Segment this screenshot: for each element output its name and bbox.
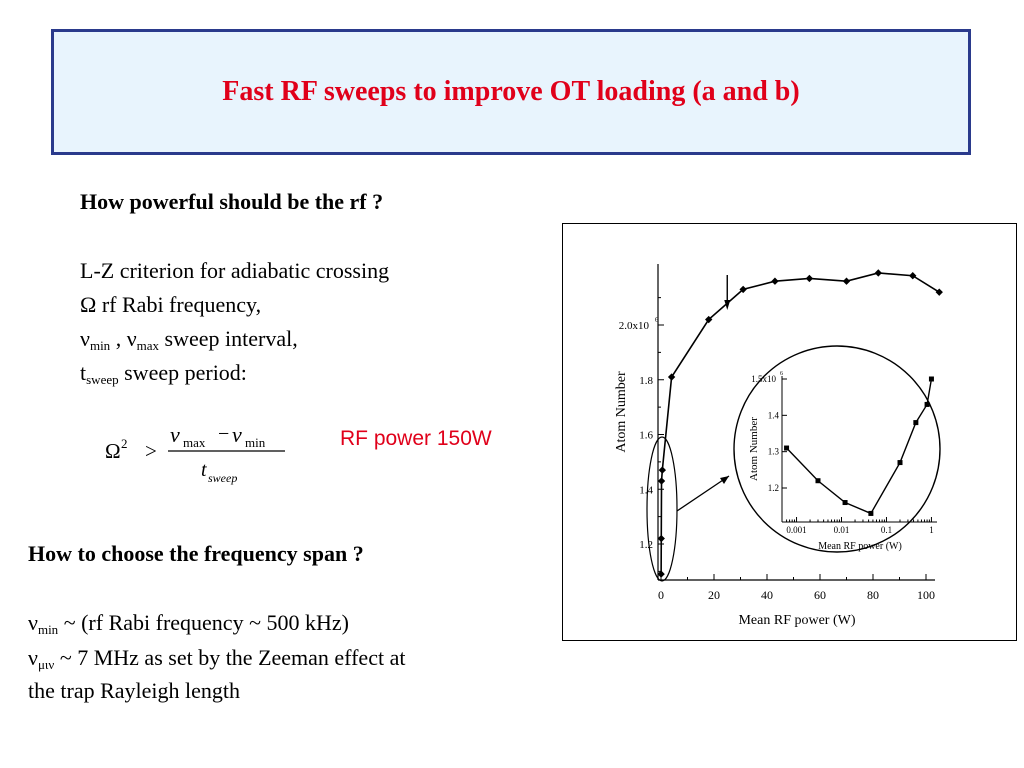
svg-text:ν: ν [232, 422, 242, 447]
svg-text:Ω: Ω [105, 439, 121, 463]
inset-y-tick-label: 1.5x10 [751, 374, 776, 384]
slide-title: Fast RF sweeps to improve OT loading (a … [222, 76, 800, 107]
y-tick-label: 2.0x10 [619, 320, 650, 332]
nu-max-line: νμιν ~ 7 MHz as set by the Zeeman effect… [28, 645, 406, 672]
svg-text:2: 2 [121, 436, 128, 451]
main-data-point [657, 570, 665, 578]
svg-text:max: max [183, 435, 206, 450]
main-data-point [935, 288, 943, 296]
x-tick-label: 40 [761, 588, 773, 602]
question-rf-power: How powerful should be the rf ? [80, 189, 384, 214]
inset-data-point [928, 376, 934, 382]
inset-pointer-arrow-head [720, 476, 729, 484]
y-tick-label: 1.2 [639, 539, 653, 551]
main-data-point [909, 272, 917, 280]
y-tick-label: 1.4 [639, 484, 653, 496]
main-data-point [657, 534, 665, 543]
svg-text:min: min [245, 435, 266, 450]
x-tick-label: 0 [658, 588, 664, 602]
inset-y-axis-label: Atom Number [748, 417, 760, 481]
main-data-point [658, 466, 667, 474]
main-data-point [805, 274, 814, 283]
inset-data-point [784, 445, 790, 451]
inset-data-point [924, 401, 930, 407]
main-data-point [657, 477, 666, 485]
atom-number-chart: 0 20 40 60 80 100 1.2 1.4 1.6 1.8 2.0x10 6 Mean RF p… [614, 264, 943, 628]
inset-data-point [815, 478, 821, 484]
omega-definition: Ω rf Rabi frequency, [80, 292, 262, 317]
inset-y-tick-label: 1.2 [768, 483, 779, 493]
svg-text:t: t [201, 459, 207, 481]
x-tick-label: 60 [814, 588, 826, 602]
inset-y-tick-exponent: 6 [780, 371, 783, 377]
inset-x-tick-label: 0.01 [834, 525, 850, 535]
main-data-point [739, 285, 747, 294]
lz-criterion-text: L-Z criterion for adiabatic crossing [80, 258, 390, 283]
nu-min-line: νmin ~ (rf Rabi frequency ~ 500 kHz) [28, 610, 349, 637]
svg-text:ν: ν [170, 422, 180, 447]
sweep-period-definition: tsweep sweep period: [80, 360, 247, 387]
inset-circle [733, 345, 941, 553]
x-tick-label: 80 [867, 588, 879, 602]
title-box: Fast RF sweeps to improve OT loading (a … [51, 29, 971, 155]
x-tick-label: 20 [708, 588, 720, 602]
arrow-annotation-head [724, 300, 731, 310]
rf-power-label: RF power 150W [340, 427, 492, 450]
svg-text:>: > [145, 439, 157, 463]
inset-x-tick-label: 0.1 [881, 525, 892, 535]
low-power-ellipse [646, 436, 678, 582]
lz-formula: Ω 2 > ν max − ν min t sweep [105, 422, 285, 485]
inset-pointer-arrow [676, 475, 730, 512]
x-tick-label: 100 [917, 588, 935, 602]
atom-number-figure: 0 20 40 60 80 100 1.2 1.4 1.6 1.8 2.0x10 6 Mean RF p… [562, 223, 1017, 641]
inset-data-point [913, 420, 919, 426]
inset-y-tick-label: 1.4 [768, 410, 780, 420]
y-tick-exponent: 6 [655, 316, 659, 324]
inset-x-tick-label: 0.001 [786, 525, 806, 535]
y-tick-label: 1.6 [639, 430, 653, 442]
inset-data-point [842, 500, 848, 506]
inset-data-point [897, 460, 903, 466]
inset-data-point [868, 510, 874, 516]
x-axis-label: Mean RF power (W) [738, 613, 855, 628]
y-axis-label: Atom Number [614, 371, 629, 453]
svg-text:sweep: sweep [208, 471, 237, 485]
y-tick-label: 1.8 [639, 375, 653, 387]
svg-text:−: − [218, 423, 229, 445]
sweep-interval-definition: νmin , νmax sweep interval, [80, 326, 298, 353]
main-data-point [842, 277, 851, 285]
question-frequency-span: How to choose the frequency span ? [28, 541, 364, 566]
inset-x-tick-label: 1 [929, 525, 934, 535]
rayleigh-line: the trap Rayleigh length [28, 678, 240, 703]
main-data-point [771, 277, 779, 285]
inset-y-tick-label: 1.3 [768, 447, 780, 457]
main-data-point [874, 269, 882, 277]
inset-series-line [786, 378, 933, 515]
inset-x-axis-label: Mean RF power (W) [818, 541, 902, 552]
